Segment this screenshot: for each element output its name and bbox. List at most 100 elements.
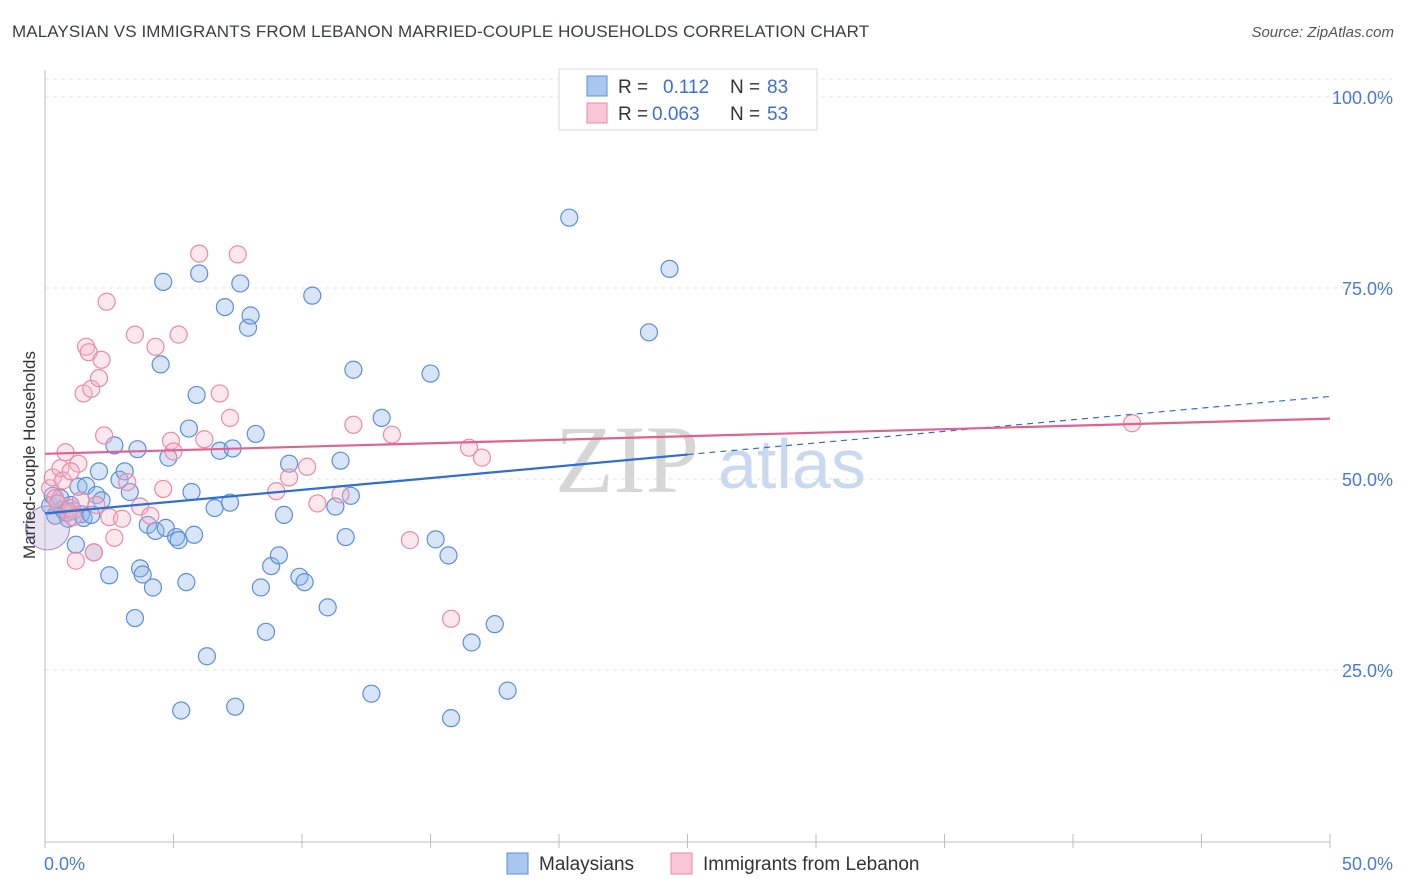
x-tick-label-1: 50.0%: [1342, 854, 1393, 874]
point-malaysians-82: [660, 259, 679, 278]
legend-r-value-1: 0.063: [652, 104, 700, 125]
point-lebanon-39: [228, 245, 247, 264]
point-lebanon-1: [43, 468, 62, 487]
legend-r-label-1: R =: [618, 104, 648, 125]
point-lebanon-26: [118, 472, 137, 492]
point-malaysians-38: [172, 701, 191, 720]
legend-n-label-0: N =: [730, 77, 760, 98]
legend-swatch-malaysians: [586, 75, 608, 97]
y-tick-label-3: 100.0%: [1332, 88, 1393, 108]
point-malaysians-68: [336, 527, 355, 547]
point-malaysians-25: [125, 608, 145, 628]
point-malaysians-45: [197, 647, 217, 666]
x-tick-labels: 0.0% 50.0%: [44, 854, 1393, 874]
legend-r-label-0: R =: [618, 77, 648, 98]
point-malaysians-46: [205, 498, 224, 518]
point-malaysians-60: [274, 505, 294, 525]
point-malaysians-43: [187, 385, 206, 405]
legend-r-value-0: 0.112: [663, 77, 709, 98]
point-lebanon-51: [61, 462, 80, 481]
point-malaysians-11: [69, 477, 88, 496]
point-malaysians-59: [269, 546, 288, 565]
point-malaysians-79: [498, 681, 517, 700]
point-malaysians-81: [639, 323, 659, 342]
point-lebanon-21: [95, 426, 114, 445]
point-malaysians-80: [560, 208, 579, 227]
point-malaysians-30: [143, 578, 163, 597]
bottom-legend-swatch-lebanon: [670, 852, 693, 875]
y-tick-label-0: 25.0%: [1342, 661, 1393, 681]
bottom-legend-label-malaysians: Malaysians: [539, 854, 634, 875]
point-lebanon-36: [195, 430, 214, 449]
axes: [44, 70, 1331, 848]
point-malaysians-54: [241, 306, 260, 325]
point-lebanon-46: [382, 425, 402, 444]
point-lebanon-49: [459, 438, 479, 457]
point-lebanon-25: [112, 509, 132, 528]
point-malaysians-56: [251, 578, 270, 597]
point-malaysians-64: [303, 286, 322, 305]
point-lebanon-47: [400, 531, 420, 550]
point-malaysians-28: [133, 565, 152, 584]
point-malaysians-55: [246, 424, 265, 444]
y-tick-label-2: 75.0%: [1342, 279, 1393, 299]
trend-malaysians-extension: [687, 395, 1331, 456]
point-lebanon-5: [53, 471, 73, 490]
point-malaysians-71: [362, 684, 381, 703]
point-malaysians-51: [226, 697, 245, 716]
point-lebanon-29: [141, 506, 160, 525]
point-malaysians-33: [154, 272, 173, 291]
point-lebanon-18: [87, 495, 106, 515]
point-malaysians-32: [151, 355, 170, 374]
point-lebanon-44: [331, 485, 350, 504]
point-lebanon-20: [92, 350, 111, 369]
point-malaysians-48: [215, 298, 234, 317]
point-lebanon-10: [66, 551, 85, 570]
point-cluster-origin: [25, 505, 71, 551]
point-lebanon-45: [344, 415, 363, 434]
point-lebanon-37: [210, 384, 229, 403]
point-lebanon-22: [97, 292, 116, 311]
chart-source: Source: ZipAtlas.com: [1251, 24, 1394, 41]
point-malaysians-37: [169, 531, 188, 550]
legend-box: R = 0.112 N = 83 R = 0.063 N = 53: [558, 68, 818, 131]
point-malaysians-63: [295, 573, 314, 592]
point-malaysians-41: [182, 482, 201, 502]
point-lebanon-38: [220, 408, 240, 427]
point-malaysians-42: [184, 525, 204, 544]
point-malaysians-40: [179, 419, 199, 438]
point-malaysians-62: [290, 567, 309, 586]
point-lebanon-35: [190, 244, 209, 263]
bottom-legend: Malaysians Immigrants from Lebanon: [506, 852, 920, 875]
point-malaysians-61: [280, 454, 299, 473]
trend-lebanon: [44, 417, 1331, 455]
point-malaysians-34: [156, 518, 175, 537]
point-lebanon-31: [154, 479, 173, 499]
watermark: ZIP atlas: [555, 406, 866, 513]
point-malaysians-15: [82, 505, 101, 525]
point-malaysians-23: [115, 462, 134, 481]
point-lebanon-30: [146, 337, 165, 356]
bottom-legend-label-lebanon: Immigrants from Lebanon: [703, 854, 920, 875]
point-malaysians-75: [439, 546, 458, 565]
point-lebanon-9: [64, 508, 83, 527]
point-malaysians-65: [318, 598, 337, 617]
point-lebanon-50: [472, 448, 491, 467]
point-malaysians-20: [100, 566, 119, 585]
point-lebanon-43: [308, 494, 327, 513]
gridlines: [45, 78, 1392, 671]
point-malaysians-18: [89, 462, 109, 481]
point-malaysians-57: [256, 622, 276, 641]
x-tick-label-0: 0.0%: [44, 854, 85, 874]
y-axis-label: Married-couple Households: [20, 351, 39, 559]
point-malaysians-10: [66, 535, 85, 554]
point-lebanon-11: [69, 454, 88, 473]
point-lebanon-34: [169, 325, 188, 344]
legend-n-label-1: N =: [730, 104, 760, 125]
watermark-atlas: atlas: [718, 425, 866, 503]
chart-title: MALAYSIAN VS IMMIGRANTS FROM LEBANON MAR…: [12, 22, 870, 41]
legend-n-value-0: 83: [767, 77, 788, 98]
point-lebanon-27: [125, 325, 145, 344]
trend-malaysians: [44, 453, 688, 515]
